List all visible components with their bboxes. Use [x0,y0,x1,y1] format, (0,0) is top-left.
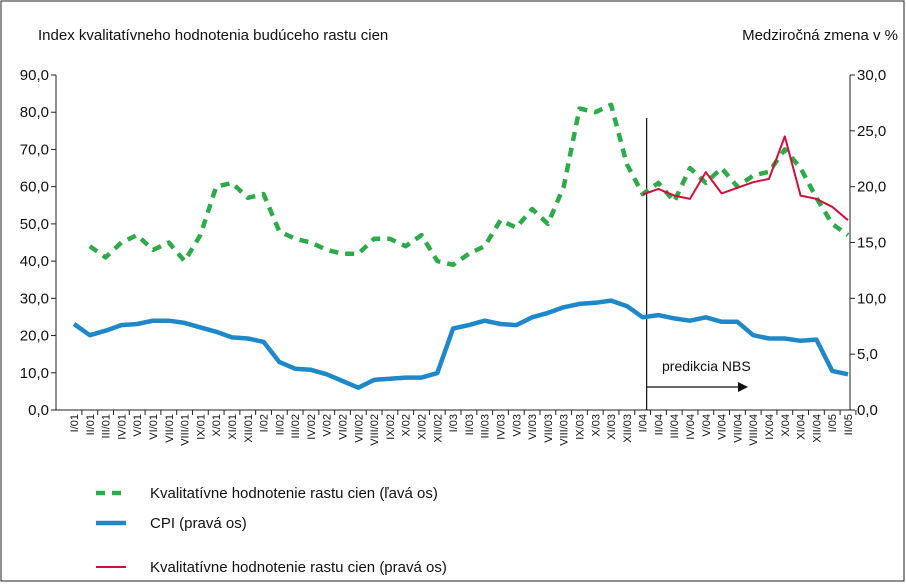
y-tick-label: 30,0 [20,290,49,307]
y-tick-label: 50,0 [20,216,49,233]
x-tick-label: IV/01 [116,414,128,440]
y-tick-label: 0,0 [28,402,49,419]
x-tick-label: VIII/02 [369,414,381,446]
y-tick-label: 10,0 [20,365,49,382]
x-tick-label: VIII/01 [180,414,192,446]
series-line [72,298,849,390]
legend-label: Kvalitatívne hodnotenie rastu cien (prav… [150,559,447,576]
y-tick-label: 60,0 [20,179,49,196]
x-tick-label: III/03 [480,414,492,438]
x-tick-label: V/01 [132,414,144,437]
y2-tick-label: 5,0 [857,346,878,363]
x-tick-label: VII/04 [732,414,744,443]
x-tick-label: VIII/03 [559,414,571,446]
y2-tick-label: 15,0 [857,235,886,252]
x-tick-label: II/05 [843,414,855,435]
x-tick-label: VI/04 [717,414,729,440]
x-tick-label: IV/02 [306,414,318,440]
x-tick-label: XI/02 [417,414,429,440]
x-tick-label: XII/04 [811,414,823,443]
x-tick-label: IX/02 [385,414,397,440]
y-tick-label: 80,0 [20,104,49,121]
x-tick-label: XII/02 [432,414,444,443]
x-tick-label: XI/04 [796,414,808,440]
x-tick-label: IX/03 [574,414,586,440]
x-tick-label: V/04 [701,414,713,437]
x-tick-label: XII/03 [622,414,634,443]
x-tick-label: III/01 [101,414,113,438]
x-tick-label: II/01 [85,414,97,435]
x-tick-label: IX/04 [764,414,776,440]
x-tick-label: II/04 [653,414,665,435]
x-tick-label: VI/03 [527,414,539,440]
x-tick-label: XI/01 [227,414,239,440]
x-tick-label: X/02 [401,414,413,437]
legend-label: Kvalitatívne hodnotenie rastu cien (ľavá… [150,485,438,502]
y-tick-label: 90,0 [20,67,49,84]
y-tick-label: 40,0 [20,253,49,270]
x-tick-label: VII/03 [543,414,555,443]
x-tick-label: I/04 [638,414,650,432]
x-tick-label: V/02 [322,414,334,437]
legend-label: CPI (pravá os) [150,515,247,532]
y-tick-label: 20,0 [20,328,49,345]
y-tick-label: 70,0 [20,141,49,158]
y2-tick-label: 30,0 [857,67,886,84]
x-tick-label: VIII/04 [748,414,760,446]
x-tick-label: III/04 [669,414,681,438]
y2-tick-label: 25,0 [857,123,886,140]
y2-tick-label: 20,0 [857,179,886,196]
annotation: predikcia NBS [662,358,751,374]
x-tick-label: VII/02 [353,414,365,443]
x-tick-label: VII/01 [164,414,176,443]
x-tick-label: I/05 [827,414,839,432]
y2-tick-label: 0,0 [857,402,878,419]
series-line [642,135,849,221]
x-tick-label: II/02 [274,414,286,435]
x-tick-label: I/01 [69,414,81,432]
x-tick-label: XI/03 [606,414,618,440]
x-tick-label: III/02 [290,414,302,438]
x-tick-label: IV/04 [685,414,697,440]
x-tick-label: VI/01 [148,414,160,440]
x-tick-label: IX/01 [195,414,207,440]
x-tick-label: II/03 [464,414,476,435]
arrow-head [738,382,748,392]
x-tick-label: XII/01 [243,414,255,443]
y2-tick-label: 10,0 [857,290,886,307]
x-tick-label: X/03 [590,414,602,437]
x-tick-label: I/03 [448,414,460,432]
x-tick-label: I/02 [259,414,271,432]
y2-axis-label: Medziročná zmena v % [742,27,898,44]
x-tick-label: VI/02 [338,414,350,440]
x-tick-label: V/03 [511,414,523,437]
y-axis-label: Index kvalitatívneho hodnotenia budúceho… [38,27,388,44]
x-tick-label: IV/03 [495,414,507,440]
x-tick-label: X/04 [780,414,792,437]
x-tick-label: X/01 [211,414,223,437]
